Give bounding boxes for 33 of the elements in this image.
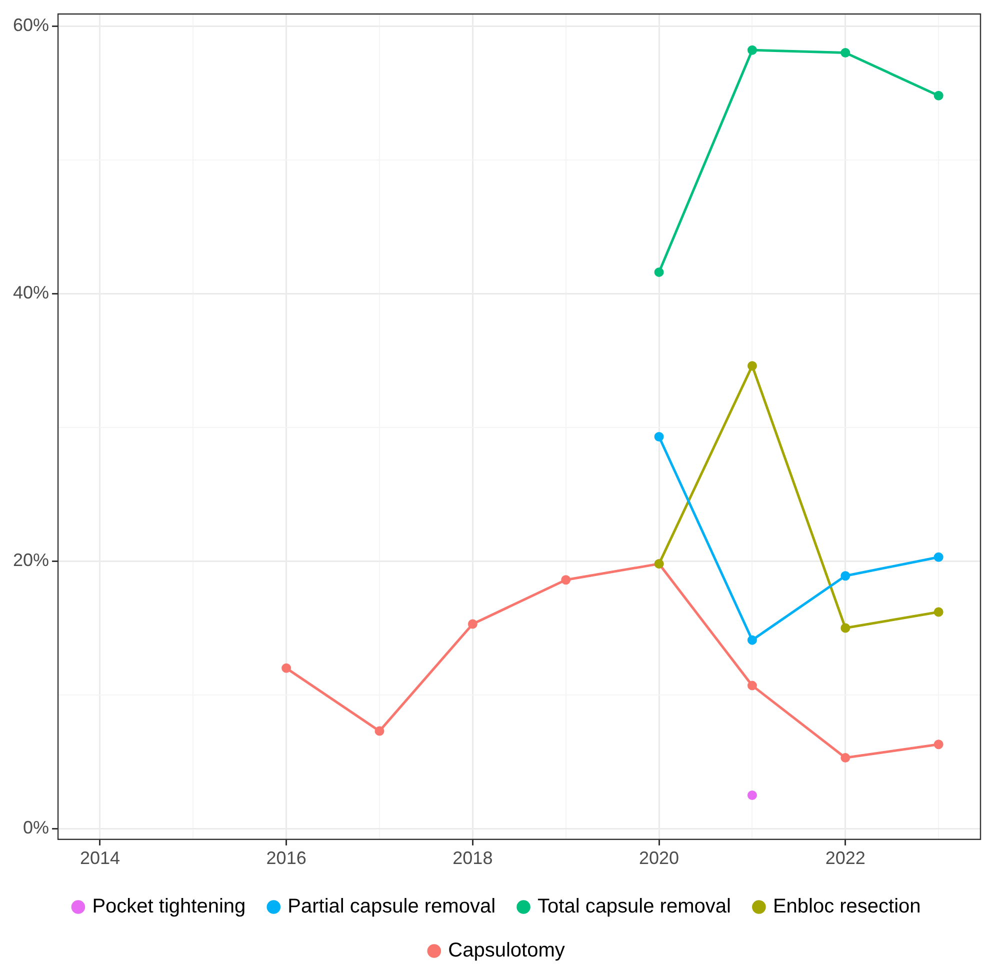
point	[934, 740, 944, 750]
y-tick-label: 60%	[12, 15, 50, 36]
point	[561, 575, 571, 585]
point	[840, 623, 850, 633]
legend-label: Partial capsule removal	[288, 896, 496, 918]
x-tick-label: 2014	[80, 848, 120, 868]
x-tick-label: 2022	[825, 848, 866, 868]
point	[840, 753, 850, 763]
point	[747, 45, 757, 55]
point	[840, 571, 850, 581]
legend-label: Pocket tightening	[92, 896, 246, 918]
point	[747, 680, 757, 690]
point	[282, 663, 292, 673]
point	[840, 48, 850, 58]
point	[468, 619, 478, 629]
y-tick-label: 0%	[23, 818, 50, 838]
point	[374, 726, 384, 736]
y-tick-label: 40%	[12, 282, 50, 303]
point	[747, 790, 757, 800]
legend-label: Total capsule removal	[538, 896, 731, 918]
point	[934, 552, 944, 562]
x-tick-label: 2016	[266, 848, 306, 868]
point	[934, 90, 944, 100]
point	[747, 361, 757, 371]
x-tick-label: 2020	[639, 848, 680, 868]
point	[934, 607, 944, 617]
x-tick-label: 2018	[452, 848, 493, 868]
point	[654, 432, 664, 442]
legend-label: Capsulotomy	[448, 940, 565, 962]
point	[654, 267, 664, 277]
legend-label: Enbloc resection	[772, 896, 921, 918]
point	[747, 635, 757, 645]
y-tick-label: 20%	[12, 550, 50, 570]
